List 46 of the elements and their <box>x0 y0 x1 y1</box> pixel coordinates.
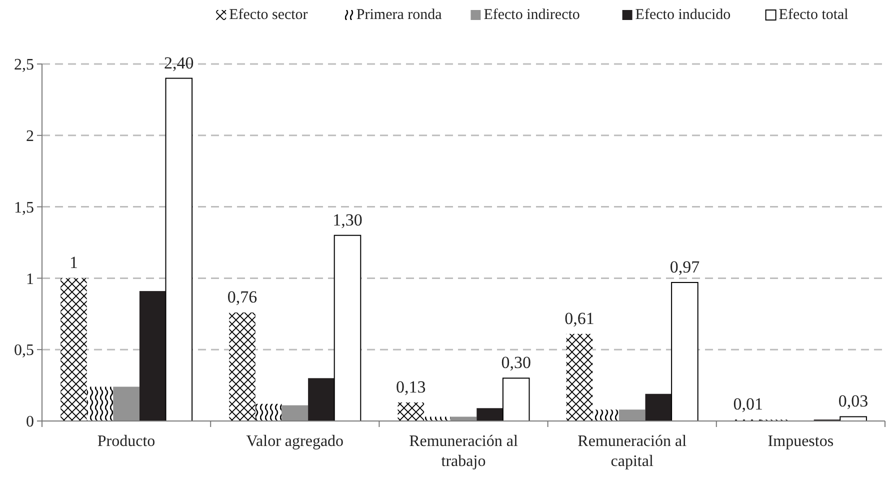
y-tick-label: 1,5 <box>14 199 34 216</box>
bar <box>334 234 362 422</box>
x-tick-label: Valor agregado <box>246 433 344 450</box>
legend-label: Efecto inducido <box>635 7 731 23</box>
data-label: 0,01 <box>733 394 763 414</box>
legend-label: Efecto sector <box>229 7 308 23</box>
bar <box>671 282 698 422</box>
legend-label: Efecto total <box>778 7 848 23</box>
bar <box>255 404 282 421</box>
data-label: 0,61 <box>564 308 594 328</box>
data-label: 0,13 <box>396 377 426 396</box>
bar <box>502 378 530 422</box>
legend-label: Primera ronda <box>356 7 442 23</box>
bar <box>398 402 424 421</box>
y-tick-label: 2,5 <box>14 56 34 74</box>
bar <box>450 416 477 421</box>
bar <box>229 312 256 421</box>
bar <box>476 408 503 421</box>
y-tick-label: 1 <box>26 270 34 288</box>
data-label: 0,76 <box>227 287 258 306</box>
data-label: 0,97 <box>670 257 700 276</box>
y-tick-label: 2 <box>26 128 34 145</box>
data-label: 1,30 <box>332 210 362 230</box>
data-label: 0,03 <box>838 392 868 411</box>
bar <box>308 378 334 421</box>
x-tick-label: Producto <box>97 433 156 450</box>
data-label: 0,30 <box>501 353 531 372</box>
x-tick-label: Remuneración al trabajo <box>409 433 518 470</box>
x-tick-label: Impuestos <box>768 433 834 450</box>
bar <box>566 334 593 421</box>
bar <box>60 278 87 421</box>
bar <box>424 416 450 421</box>
y-tick-label: 0 <box>26 414 34 431</box>
bar <box>86 386 114 421</box>
bar <box>165 78 193 422</box>
x-tick-label: Remuneración al capital <box>578 433 688 470</box>
bar <box>113 386 140 421</box>
data-label: 2,40 <box>164 53 194 72</box>
bar <box>618 410 646 421</box>
y-tick-label: 0,5 <box>14 342 34 360</box>
bar <box>282 405 308 421</box>
bar <box>645 394 672 421</box>
legend-label: Efecto indirecto <box>484 7 580 23</box>
bar <box>139 291 166 421</box>
bar <box>592 410 619 421</box>
data-label: 1 <box>69 253 78 272</box>
